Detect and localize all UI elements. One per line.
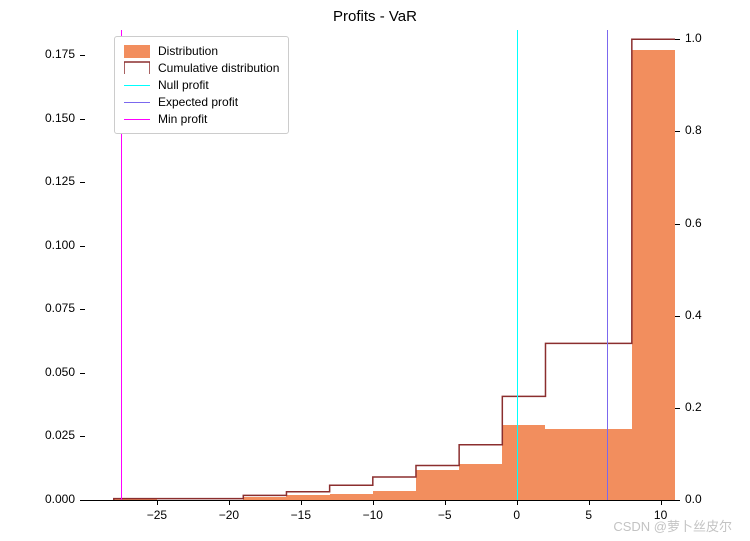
legend-item: Cumulative distribution <box>124 61 279 75</box>
legend-label: Expected profit <box>158 95 238 109</box>
ytick-left: 0.100 <box>25 238 75 252</box>
ytick-right: 0.2 <box>685 400 715 414</box>
xtick: 0 <box>497 508 537 522</box>
histogram-bar <box>459 464 502 500</box>
ytick-left: 0.000 <box>25 492 75 506</box>
ytick-left: 0.050 <box>25 365 75 379</box>
legend-label: Min profit <box>158 112 207 126</box>
xtick: 5 <box>569 508 609 522</box>
legend-swatch <box>124 95 150 109</box>
histogram-bar <box>545 429 588 500</box>
expected_profit-line <box>607 30 608 500</box>
legend-item: Distribution <box>124 44 279 58</box>
ytick-left: 0.150 <box>25 111 75 125</box>
legend-item: Min profit <box>124 112 279 126</box>
histogram-bar <box>286 495 329 500</box>
ytick-right: 1.0 <box>685 31 715 45</box>
ytick-right: 0.6 <box>685 216 715 230</box>
ytick-left: 0.075 <box>25 301 75 315</box>
histogram-bar <box>330 494 373 500</box>
legend-label: Cumulative distribution <box>158 61 279 75</box>
xtick: −15 <box>281 508 321 522</box>
ytick-right: 0.8 <box>685 123 715 137</box>
legend-swatch <box>124 44 150 58</box>
xtick: −5 <box>425 508 465 522</box>
ytick-right: 0.4 <box>685 308 715 322</box>
xtick: −25 <box>137 508 177 522</box>
ytick-right: 0.0 <box>685 492 715 506</box>
xtick: 10 <box>641 508 681 522</box>
legend-label: Null profit <box>158 78 209 92</box>
histogram-bar <box>416 470 459 500</box>
xtick: −20 <box>209 508 249 522</box>
legend-label: Distribution <box>158 44 218 58</box>
legend: Distribution Cumulative distribution Null … <box>114 36 289 134</box>
histogram-bar <box>502 425 545 500</box>
chart-container: Profits - VaR 0.0000.0250.0500.0750.1000… <box>0 0 750 541</box>
chart-title: Profits - VaR <box>333 8 417 25</box>
ytick-left: 0.025 <box>25 428 75 442</box>
histogram-bar <box>632 50 675 500</box>
legend-item: Null profit <box>124 78 279 92</box>
xtick: −10 <box>353 508 393 522</box>
legend-swatch <box>124 112 150 126</box>
legend-swatch <box>124 78 150 92</box>
null_profit-line <box>517 30 518 500</box>
histogram-bar <box>243 497 286 500</box>
histogram-bar <box>589 429 632 500</box>
ytick-left: 0.125 <box>25 174 75 188</box>
histogram-bar <box>373 491 416 500</box>
legend-swatch <box>124 61 150 75</box>
ytick-left: 0.175 <box>25 47 75 61</box>
legend-item: Expected profit <box>124 95 279 109</box>
